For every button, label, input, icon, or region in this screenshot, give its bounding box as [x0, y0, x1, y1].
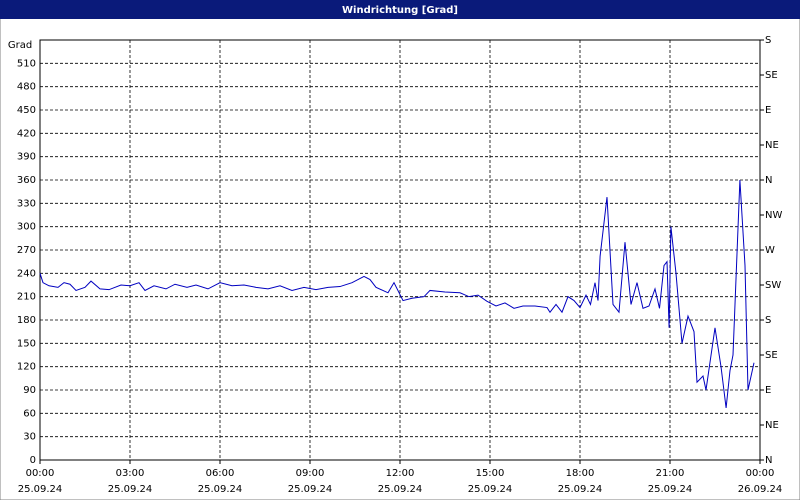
x-tick-label: 00:00 — [26, 468, 55, 479]
x-tick-label: 09:00 — [296, 468, 325, 479]
plot-frame — [39, 39, 761, 461]
x-tick-label: 03:00 — [116, 468, 145, 479]
x-tick-date: 26.09.24 — [738, 484, 783, 495]
y2-tick-label: NE — [765, 420, 779, 431]
y-tick-label: 390 — [17, 152, 36, 163]
y-tick-label: 180 — [17, 315, 36, 326]
y2-tick-label: S — [765, 315, 771, 326]
y-tick-label: 270 — [17, 245, 36, 256]
y-tick-label: 30 — [23, 432, 36, 443]
x-tick-label: 21:00 — [656, 468, 685, 479]
y2-tick-label: SE — [765, 70, 778, 81]
x-tick-date: 25.09.24 — [558, 484, 603, 495]
title-bar — [0, 0, 800, 19]
x-tick-date: 25.09.24 — [648, 484, 693, 495]
y-tick-label: 360 — [17, 175, 36, 186]
y-tick-label: 300 — [17, 222, 36, 233]
x-tick-label: 18:00 — [566, 468, 595, 479]
y2-tick-label: S — [765, 35, 771, 46]
chart-title: Windrichtung [Grad] — [342, 5, 458, 16]
y-tick-label: 150 — [17, 338, 36, 349]
y2-tick-label: N — [765, 175, 772, 186]
y2-tick-label: SE — [765, 350, 778, 361]
y2-tick-label: NE — [765, 140, 779, 151]
y2-tick-label: NW — [765, 210, 782, 221]
y-axis-label: Grad — [8, 40, 32, 51]
x-tick-date: 25.09.24 — [468, 484, 513, 495]
y-tick-label: 120 — [17, 362, 36, 373]
y-tick-label: 480 — [17, 82, 36, 93]
y-tick-label: 210 — [17, 292, 36, 303]
y-tick-label: 240 — [17, 268, 36, 279]
y-tick-label: 420 — [17, 128, 36, 139]
x-tick-date: 25.09.24 — [198, 484, 243, 495]
y2-tick-label: N — [765, 455, 772, 466]
x-tick-label: 12:00 — [386, 468, 415, 479]
y2-tick-label: W — [765, 245, 775, 256]
y2-tick-label: E — [765, 105, 771, 116]
y-tick-label: 450 — [17, 105, 36, 116]
y-tick-label: 0 — [30, 455, 36, 466]
y-tick-label: 90 — [23, 385, 36, 396]
x-tick-date: 25.09.24 — [18, 484, 63, 495]
x-tick-label: 00:00 — [746, 468, 775, 479]
y-tick-label: 60 — [23, 408, 36, 419]
y2-tick-label: E — [765, 385, 771, 396]
x-tick-date: 25.09.24 — [108, 484, 153, 495]
x-tick-date: 25.09.24 — [378, 484, 423, 495]
x-tick-label: 15:00 — [476, 468, 505, 479]
y-tick-label: 510 — [17, 58, 36, 69]
y-tick-label: 330 — [17, 198, 36, 209]
x-tick-label: 06:00 — [206, 468, 235, 479]
data-line — [39, 179, 755, 408]
y2-tick-label: SW — [765, 280, 781, 291]
x-tick-date: 25.09.24 — [288, 484, 333, 495]
